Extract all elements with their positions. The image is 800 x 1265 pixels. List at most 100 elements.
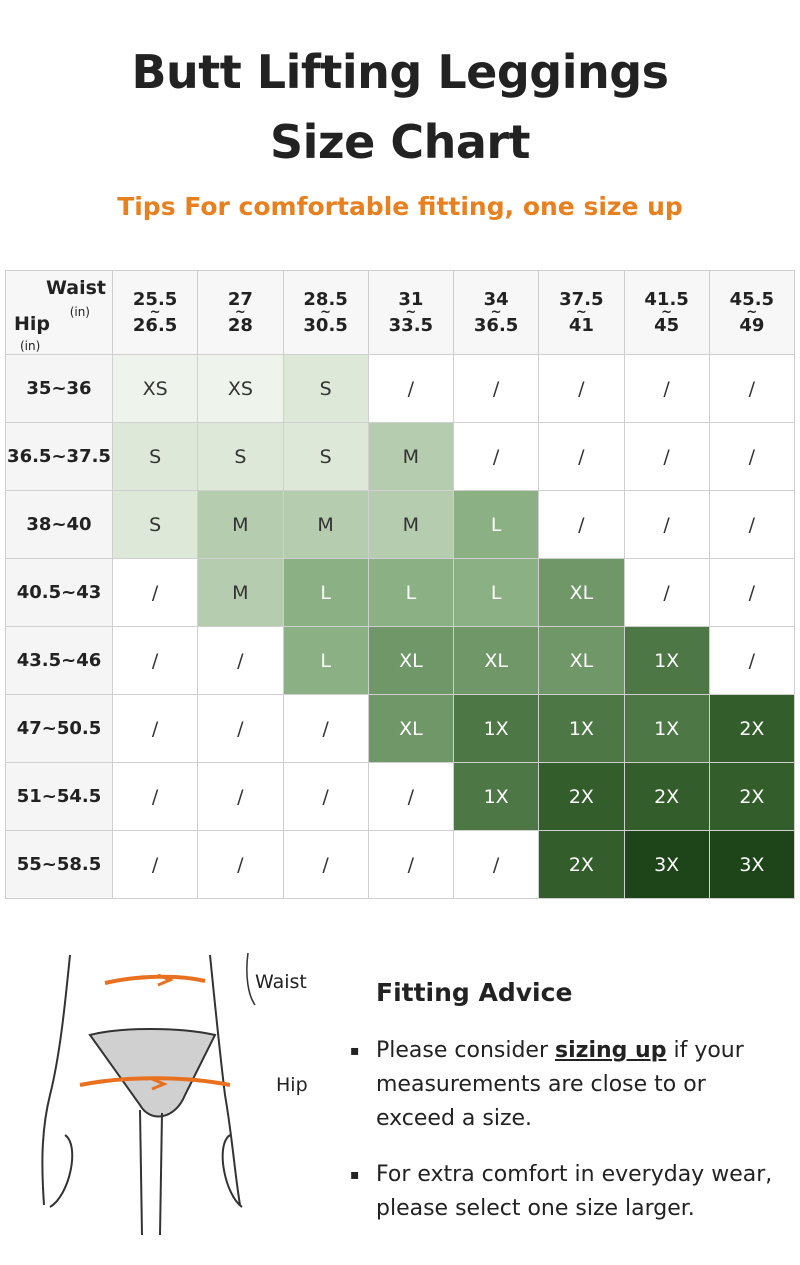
size-cell: / [111, 558, 199, 627]
size-cell: / [111, 830, 199, 899]
size-cell: / [111, 626, 199, 695]
size-cell: M [367, 422, 455, 491]
figure: Waist Hip [41, 952, 308, 1235]
hip-range: 40.5~43 [5, 558, 113, 627]
size-row: 51~54.5// //1X 2X 2X 2X [5, 762, 796, 831]
size-cell: XS [197, 354, 284, 423]
size-cell: 3X [708, 830, 796, 899]
header-line: 31 [398, 288, 424, 310]
size-cell: XL [538, 626, 625, 695]
header-line: 27 [227, 288, 253, 310]
hip-label: Hip [14, 313, 51, 335]
size-row: 38~40 S M M M L / / / [5, 490, 796, 559]
hip-range: 35~36 [5, 354, 113, 423]
column-header: 27 ~28 [197, 270, 284, 355]
size-cell: / [282, 762, 369, 831]
size-cell: 1X [623, 694, 710, 763]
advice-bullet: ▪ Please consider sizing up if your measu… [350, 1038, 744, 1131]
header-line: ~ [575, 304, 587, 320]
size-cell: S [197, 422, 284, 491]
size-cell: L [282, 558, 369, 627]
size-cell: / [452, 354, 540, 423]
header-line: 41 [568, 314, 594, 336]
unit: (in) [20, 339, 41, 353]
title-line: Butt Lifting Leggings [131, 45, 669, 99]
size-cell: 2X [708, 762, 796, 831]
header-line: 28.5 [303, 288, 348, 310]
header-line: ~ [661, 304, 673, 320]
size-cell: XL [367, 626, 455, 695]
column-header: 28.5 ~30.5 [282, 270, 369, 355]
hip-label: Hip [276, 1074, 308, 1096]
size-row: 35~36 XS XS S / / / / / [5, 354, 796, 423]
size-row: 55~58.5// / //2X 3X 3X [5, 830, 796, 899]
size-cell: / [623, 490, 710, 559]
size-cell: / [708, 490, 796, 559]
header-line: 25.5 [132, 288, 178, 310]
size-cell: 2X [538, 830, 625, 899]
size-cell: L [452, 490, 540, 559]
header-line: 30.5 [303, 314, 348, 336]
header-line: 33.5 [388, 314, 434, 336]
advice-title: Fitting Advice [376, 978, 573, 1007]
header-line: ~ [746, 304, 758, 320]
tip: Tips For comfortable fitting, one size u… [117, 192, 683, 221]
column-header: 37.5 ~41 [538, 270, 625, 355]
size-cell: / [367, 830, 455, 899]
size-cell: / [623, 354, 710, 423]
size-cell: / [452, 422, 540, 491]
header-row: Waist (in) Hip (in) 25.5 ~26.5 27 ~28 28.5 ~30.5 3… [5, 270, 796, 355]
hip-range: 47~50.5 [5, 694, 113, 763]
size-cell: M [367, 490, 455, 559]
hip-range: 38~40 [5, 490, 113, 559]
size-cell: / [538, 490, 625, 559]
size-cell: / [367, 762, 455, 831]
header-line: 49 [739, 314, 765, 336]
size-cell: M [197, 490, 284, 559]
size-cell: 1X [623, 626, 710, 695]
size-cell: XL [452, 626, 540, 695]
size-cell: 1X [452, 762, 540, 831]
size-cell: L [282, 626, 369, 695]
size-cell: / [708, 354, 796, 423]
size-cell: / [623, 422, 710, 491]
header-line: 34 [483, 288, 509, 310]
size-cell: XL [538, 558, 625, 627]
text: if your measurements are close to or exc… [376, 1038, 744, 1131]
column-header: 31 ~33.5 [367, 270, 455, 355]
size-cell: / [197, 626, 284, 695]
size-cell: / [708, 626, 796, 695]
header-line: ~ [320, 304, 332, 320]
header-line: ~ [490, 304, 502, 320]
size-cell: XS [111, 354, 199, 423]
size-row: 47~50.5// / XL 1X 1X 1X 2X [5, 694, 796, 763]
header-line: 28 [227, 314, 253, 336]
size-cell: M [282, 490, 369, 559]
hip-range: 43.5~46 [5, 626, 113, 695]
column-header: 34 ~36.5 [452, 270, 540, 355]
hip-range: 55~58.5 [5, 830, 113, 899]
size-cell: L [367, 558, 455, 627]
waist-label: Waist [45, 277, 106, 299]
hip-range: 36.5~37.5 [5, 422, 113, 491]
size-row: 40.5~43/M L L L XL / / [5, 558, 796, 627]
size-cell: / [452, 830, 540, 899]
corner-cell: Waist (in) Hip (in) [5, 270, 113, 355]
size-cell: M [197, 558, 284, 627]
column-header: 45.5 ~49 [708, 270, 796, 355]
size-cell: / [282, 830, 369, 899]
header-line: 45.5 [729, 288, 775, 310]
size-cell: / [111, 694, 199, 763]
header-line: 37.5 [559, 288, 604, 310]
size-row: 36.5~37.5 S S S M / / / / [5, 422, 796, 491]
header-line: 45 [654, 314, 680, 336]
emphasis: sizing up [555, 1038, 667, 1063]
size-cell: / [623, 558, 710, 627]
size-cell: / [282, 694, 369, 763]
size-cell: 1X [452, 694, 540, 763]
size-cell: XL [367, 694, 455, 763]
size-cell: / [538, 354, 625, 423]
header-line: 41.5 [644, 288, 689, 310]
size-cell: L [452, 558, 540, 627]
